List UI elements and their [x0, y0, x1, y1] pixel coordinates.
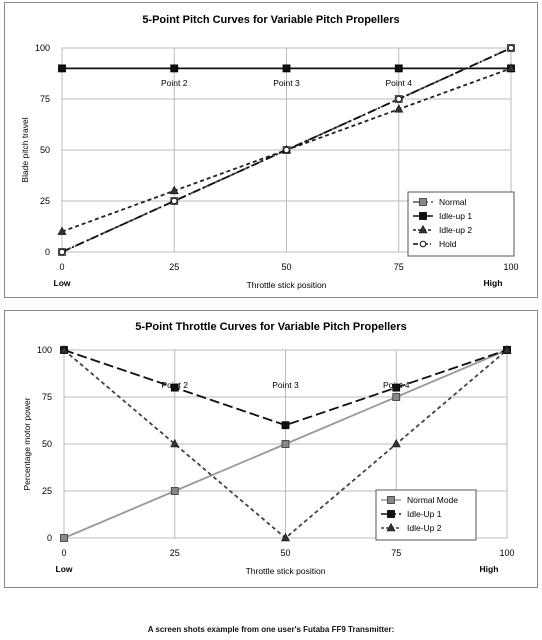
x-high-label: High: [484, 278, 503, 288]
legend-marker: [419, 240, 427, 248]
y-tick-label: 50: [40, 145, 50, 155]
x-tick-label: 25: [170, 548, 180, 558]
throttle-curve-chart: 5-Point Throttle Curves for Variable Pit…: [22, 321, 515, 576]
x-tick-label: 0: [61, 548, 66, 558]
data-point: [283, 146, 290, 154]
data-point: [395, 95, 403, 103]
x-low-label: Low: [56, 564, 73, 574]
y-tick-label: 0: [45, 247, 50, 257]
legend-marker: [419, 212, 427, 220]
legend-marker: [386, 522, 396, 532]
y-tick-label: 100: [37, 345, 52, 355]
y-tick-label: 50: [42, 439, 52, 449]
data-point: [170, 197, 178, 205]
legend-marker: [387, 510, 395, 518]
data-point: [170, 438, 180, 448]
legend-label: Idle-Up 1: [407, 509, 442, 519]
data-point: [170, 383, 179, 392]
y-tick-label: 75: [40, 94, 50, 104]
data-point: [282, 64, 291, 73]
y-tick-label: 25: [42, 486, 52, 496]
data-point: [170, 487, 179, 495]
pitch-curve-chart: 5-Point Pitch Curves for Variable Pitch …: [20, 14, 519, 290]
x-tick-label: 25: [169, 262, 179, 272]
data-point: [392, 383, 401, 392]
y-tick-label: 0: [47, 533, 52, 543]
x-tick-label: 50: [280, 548, 290, 558]
x-low-label: Low: [54, 278, 71, 288]
x-tick-label: 75: [391, 548, 401, 558]
data-point: [392, 393, 401, 401]
data-point: [281, 532, 290, 542]
point-annotation: Point 3: [273, 78, 300, 88]
data-point: [59, 344, 69, 354]
caption: A screen shots example from one user's F…: [147, 625, 395, 634]
data-point: [57, 226, 67, 235]
x-tick-label: 75: [394, 262, 404, 272]
data-point: [58, 248, 66, 256]
chart-title: 5-Point Pitch Curves for Variable Pitch …: [142, 14, 399, 26]
chart-title: 5-Point Throttle Curves for Variable Pit…: [135, 321, 406, 333]
legend-label: Hold: [439, 239, 457, 249]
legend-label: Idle-up 1: [439, 211, 472, 221]
x-tick-label: 50: [281, 262, 291, 272]
chart-border: [4, 2, 538, 298]
data-point: [169, 185, 179, 195]
chart-border: [4, 310, 538, 588]
x-tick-label: 100: [499, 548, 514, 558]
y-tick-label: 100: [35, 43, 50, 53]
pitch-curve-chart-panel: 5-Point Pitch Curves for Variable Pitch …: [0, 0, 542, 300]
data-point: [281, 440, 290, 448]
data-point: [170, 64, 179, 73]
legend-label: Normal: [439, 197, 467, 207]
point-annotation: Point 2: [161, 78, 188, 88]
y-axis-title: Percentage motor power: [22, 397, 32, 490]
point-annotation: Point 4: [386, 78, 413, 88]
data-point: [394, 104, 404, 113]
legend-label: Idle-up 2: [439, 225, 472, 235]
data-point: [502, 344, 512, 354]
legend-label: Idle-Up 2: [407, 523, 442, 533]
x-axis-title: Throttle stick position: [247, 280, 327, 290]
throttle-curve-chart-panel: 5-Point Throttle Curves for Variable Pit…: [0, 308, 542, 590]
x-tick-label: 0: [59, 262, 64, 272]
x-tick-label: 100: [503, 262, 518, 272]
data-point: [394, 64, 403, 73]
legend-marker: [387, 496, 395, 504]
data-point: [60, 534, 68, 542]
data-point: [58, 64, 66, 73]
data-point: [506, 63, 516, 72]
legend-marker: [418, 224, 428, 234]
data-point: [391, 438, 401, 448]
legend-label: Normal Mode: [407, 495, 458, 505]
legend-marker: [419, 198, 427, 206]
data-point: [507, 44, 515, 52]
point-annotation: Point 3: [272, 380, 299, 390]
y-tick-label: 25: [40, 196, 50, 206]
y-axis-title: Blade pitch travel: [20, 117, 30, 182]
y-tick-label: 75: [42, 392, 52, 402]
data-point: [281, 421, 290, 430]
x-axis-title: Throttle stick position: [246, 566, 326, 576]
x-high-label: High: [480, 564, 499, 574]
